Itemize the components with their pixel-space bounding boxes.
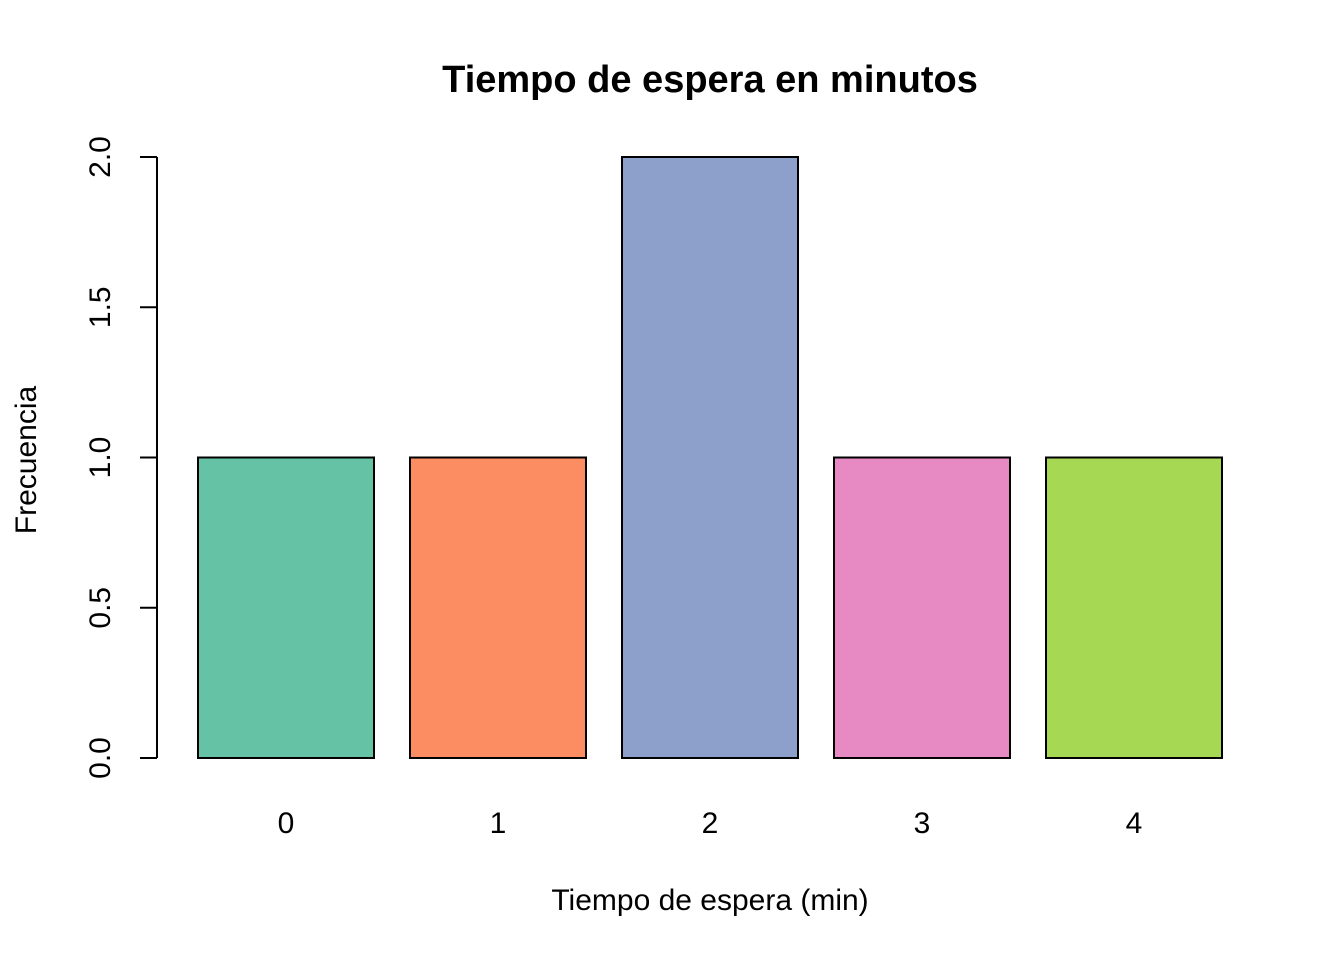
y-tick-label: 0.0 — [84, 737, 117, 779]
chart-title: Tiempo de espera en minutos — [442, 59, 978, 101]
x-tick-labels: 0 1 2 3 4 — [278, 807, 1143, 840]
bar-4 — [1045, 456, 1223, 759]
bars-group — [197, 156, 1223, 759]
y-tick-label: 1.5 — [84, 286, 117, 328]
y-axis-label: Frecuencia — [10, 385, 43, 534]
x-tick-label: 1 — [490, 807, 507, 840]
y-axis: 0.0 0.5 1.0 1.5 2.0 — [84, 136, 158, 779]
bar-0 — [197, 456, 375, 759]
x-axis-label: Tiempo de espera (min) — [551, 884, 868, 917]
y-tick-label: 1.0 — [84, 437, 117, 479]
bar-3 — [833, 456, 1011, 759]
bar-1 — [409, 456, 587, 759]
y-tick-label: 2.0 — [84, 136, 117, 178]
bar-2 — [621, 156, 799, 759]
y-tick-label: 0.5 — [84, 587, 117, 629]
x-tick-label: 0 — [278, 807, 295, 840]
x-tick-label: 4 — [1126, 807, 1143, 840]
x-tick-label: 2 — [702, 807, 719, 840]
x-tick-label: 3 — [914, 807, 931, 840]
